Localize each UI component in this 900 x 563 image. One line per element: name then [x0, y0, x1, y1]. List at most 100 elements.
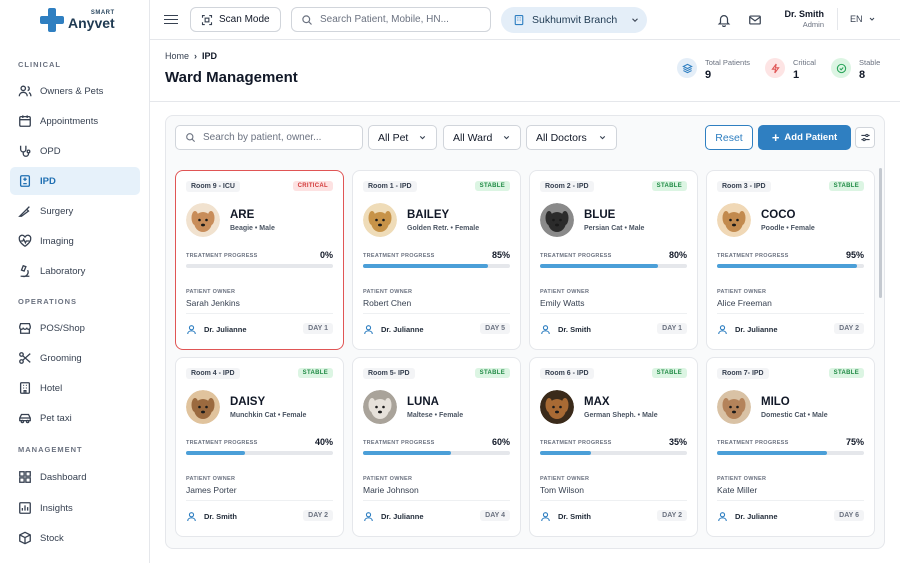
- patient-card[interactable]: Room 9 - ICU CRITICAL ARE Beagie • Male TREA…: [175, 170, 344, 350]
- bell-icon[interactable]: [717, 13, 731, 27]
- sidebar-item-label: Stock: [40, 532, 64, 544]
- breadcrumb: Home › IPD: [165, 51, 217, 61]
- room-label: Room 4 - IPD: [186, 368, 240, 379]
- topbar: Scan Mode Search Patient, Mobile, HN... …: [150, 0, 900, 40]
- breadcrumb-home[interactable]: Home: [165, 51, 190, 61]
- page-title: Ward Management: [165, 69, 298, 86]
- attending-doctor: Dr. Julianne: [363, 324, 424, 335]
- sidebar: SMART Anyvet CLINICAL Owners & Pets Appo…: [0, 0, 150, 563]
- sidebar-item-insights[interactable]: Insights: [10, 494, 140, 522]
- sidebar-item-label: Appointments: [40, 115, 99, 127]
- sidebar-item-grooming[interactable]: Grooming: [10, 344, 140, 372]
- car-icon: [19, 413, 31, 424]
- pet-filter-value: All Pet: [378, 131, 409, 144]
- add-patient-label: Add Patient: [784, 132, 838, 143]
- mail-icon[interactable]: [748, 13, 762, 27]
- pet-breed: German Sheph. • Male: [584, 412, 658, 419]
- menu-icon[interactable]: [164, 12, 178, 26]
- progress-percent: 40%: [314, 437, 333, 447]
- sidebar-item-pos-shop[interactable]: POS/Shop: [10, 314, 140, 342]
- patient-card[interactable]: Room 3 - IPD STABLE COCO Poodle • Female TRE…: [706, 170, 875, 350]
- sidebar-item-stock[interactable]: Stock: [10, 524, 140, 552]
- admission-day-badge: DAY 6: [834, 510, 864, 521]
- sidebar-item-ipd[interactable]: IPD: [10, 167, 140, 195]
- sidebar-item-dashboard[interactable]: Dashboard: [10, 463, 140, 491]
- brand-logo[interactable]: SMART Anyvet: [40, 8, 115, 32]
- global-search-input[interactable]: Search Patient, Mobile, HN...: [291, 7, 491, 32]
- ward-filter-value: All Ward: [453, 131, 493, 144]
- pet-avatar: [717, 390, 751, 424]
- treatment-progress-label: TREATMENT PROGRESS: [717, 253, 789, 259]
- stat-value: 9: [705, 69, 712, 81]
- add-patient-button[interactable]: + Add Patient: [758, 125, 851, 150]
- pet-filter-select[interactable]: All Pet: [368, 125, 437, 150]
- admission-day-badge: DAY 2: [303, 510, 333, 521]
- sliders-icon: [860, 133, 870, 142]
- user-icon: [541, 512, 550, 522]
- pet-avatar: [186, 203, 220, 237]
- sidebar-item-appointments[interactable]: Appointments: [10, 107, 140, 135]
- owner-name: Robert Chen: [363, 298, 412, 308]
- doctor-name: Dr. Julianne: [735, 512, 778, 521]
- patient-card[interactable]: Room 5- IPD STABLE LUNA Maltese • Female TRE…: [352, 357, 521, 537]
- attending-doctor: Dr. Smith: [540, 324, 591, 335]
- sidebar-item-owners-pets[interactable]: Owners & Pets: [10, 77, 140, 105]
- scan-mode-label: Scan Mode: [219, 14, 270, 25]
- patient-card[interactable]: Room 1 - IPD STABLE BAILEY Golden Retr. • F…: [352, 170, 521, 350]
- patient-owner-label: PATIENT OWNER: [717, 289, 767, 295]
- progress-bar-fill: [363, 264, 488, 268]
- reset-button[interactable]: Reset: [705, 125, 753, 150]
- progress-percent: 0%: [319, 250, 333, 260]
- doctor-name: Dr. Smith: [558, 512, 591, 521]
- card-divider: [363, 313, 510, 314]
- progress-bar: [540, 264, 687, 268]
- heart-pulse-icon: [18, 234, 32, 248]
- sidebar-item-hotel[interactable]: Hotel: [10, 374, 140, 402]
- stat-total-patients: Total Patients 9: [677, 58, 750, 81]
- owner-name: Emily Watts: [540, 298, 585, 308]
- sidebar-item-surgery[interactable]: Surgery: [10, 197, 140, 225]
- user-icon: [718, 512, 727, 522]
- sidebar-item-label: Owners & Pets: [40, 85, 104, 97]
- scrollbar[interactable]: [879, 168, 882, 298]
- patient-search-input[interactable]: Search by patient, owner...: [175, 125, 363, 150]
- pet-breed: Munchkin Cat • Female: [230, 412, 307, 419]
- sidebar-item-label: Grooming: [40, 352, 82, 364]
- status-badge: STABLE: [651, 181, 687, 191]
- language-selector[interactable]: EN: [837, 8, 876, 30]
- user-profile[interactable]: Dr. Smith Admin: [778, 9, 824, 29]
- doctor-name: Dr. Smith: [204, 512, 237, 521]
- building-icon: [514, 14, 524, 26]
- branch-selector[interactable]: Sukhumvit Branch: [501, 7, 647, 33]
- doctor-filter-select[interactable]: All Doctors: [526, 125, 617, 150]
- owner-name: Alice Freeman: [717, 298, 772, 308]
- scalpel-icon: [18, 206, 30, 217]
- user-icon: [541, 325, 550, 335]
- search-icon: [302, 14, 312, 25]
- store-icon: [19, 322, 31, 334]
- owner-name: James Porter: [186, 485, 237, 495]
- filter-settings-button[interactable]: [855, 127, 875, 148]
- owner-name: Marie Johnson: [363, 485, 419, 495]
- patient-card[interactable]: Room 7- IPD STABLE MILO Domestic Cat • Male…: [706, 357, 875, 537]
- sidebar-item-label: Dashboard: [40, 471, 87, 483]
- calendar-icon: [19, 115, 31, 127]
- brand-smart: SMART: [90, 10, 115, 16]
- progress-bar-fill: [363, 451, 452, 455]
- patient-card[interactable]: Room 6 - IPD STABLE MAX German Sheph. • Mal…: [529, 357, 698, 537]
- treatment-progress-label: TREATMENT PROGRESS: [363, 253, 435, 259]
- pet-name: BAILEY: [407, 209, 450, 221]
- sidebar-item-pet-taxi[interactable]: Pet taxi: [10, 404, 140, 432]
- scan-mode-button[interactable]: Scan Mode: [190, 7, 281, 32]
- pet-avatar: [717, 203, 751, 237]
- ward-filter-select[interactable]: All Ward: [443, 125, 521, 150]
- patient-owner-label: PATIENT OWNER: [540, 476, 590, 482]
- sidebar-item-imaging[interactable]: Imaging: [10, 227, 140, 255]
- sidebar-item-laboratory[interactable]: Laboratory: [10, 257, 140, 285]
- sidebar-item-opd[interactable]: OPD: [10, 137, 140, 165]
- patient-card[interactable]: Room 4 - IPD STABLE DAISY Munchkin Cat • Fe…: [175, 357, 344, 537]
- attending-doctor: Dr. Julianne: [717, 324, 778, 335]
- search-icon: [186, 133, 196, 143]
- patient-card[interactable]: Room 2 - IPD STABLE BLUE Persian Cat • Male…: [529, 170, 698, 350]
- box-icon: [19, 531, 31, 545]
